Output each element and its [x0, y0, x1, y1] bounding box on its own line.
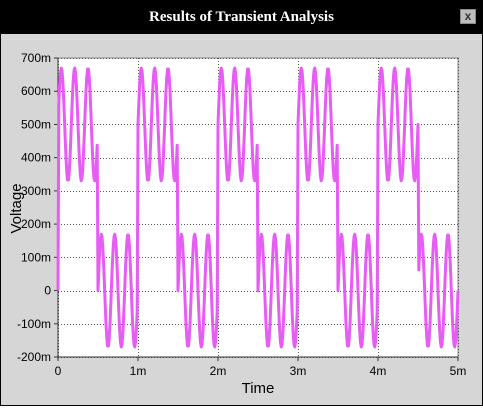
y-tick-label: 500m	[21, 117, 51, 131]
y-tick-label: 100m	[21, 250, 51, 264]
y-tick-label: 600m	[21, 84, 51, 98]
x-tick-label: 1m	[130, 364, 147, 378]
y-tick-label: 700m	[21, 51, 51, 65]
x-tick-label: 3m	[290, 364, 307, 378]
y-tick-label: 400m	[21, 151, 51, 165]
y-tick-label: 300m	[21, 184, 51, 198]
window-title: Results of Transient Analysis	[149, 9, 334, 25]
title-bar[interactable]: Results of Transient Analysis x	[1, 1, 482, 34]
x-tick-label: 0	[55, 364, 62, 378]
chart-panel: 700m 600m 500m 400m 300m 200m 100m 0 -100m -200m 0…	[1, 34, 482, 405]
close-button[interactable]: x	[460, 9, 476, 24]
y-tick-label: -200m	[17, 350, 51, 364]
y-tick-label: 200m	[21, 217, 51, 231]
y-tick-label: -100m	[17, 317, 51, 331]
voltage-trace	[56, 66, 460, 349]
y-axis-label: Voltage	[8, 183, 25, 233]
x-tick-label: 4m	[370, 364, 387, 378]
transient-analysis-chart: 700m 600m 500m 400m 300m 200m 100m 0 -100m -200m 0…	[8, 51, 467, 397]
x-tick-label: 2m	[210, 364, 227, 378]
x-tick-label: 5m	[450, 364, 467, 378]
y-tick-label: 0	[44, 284, 51, 298]
x-axis-label: Time	[242, 380, 275, 397]
